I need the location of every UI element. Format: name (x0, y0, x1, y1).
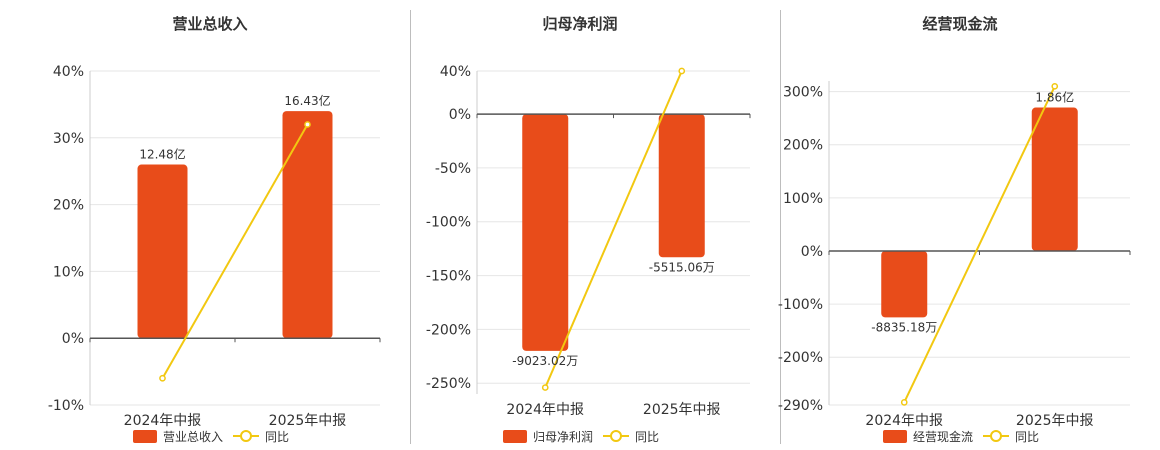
legend-line-marker (990, 430, 1002, 442)
chart-panel-cashflow: 经营现金流 300% 200% 100% 0% -100% -200% -290% -8835.… (778, 0, 1160, 450)
data-label: 12.48亿 (139, 147, 185, 162)
bar (522, 114, 569, 351)
x-tick-label: 2024年中报 (865, 413, 943, 429)
legend-bar-swatch (133, 430, 157, 443)
y-tick-label: -200% (778, 350, 823, 366)
x-tick-label: 2025年中报 (1016, 413, 1094, 429)
y-tick-label: 0% (801, 244, 823, 260)
y-tick-label: -200% (426, 322, 471, 338)
y-tick-label: -10% (48, 398, 84, 414)
yoy-line (903, 85, 1056, 403)
bar (137, 164, 188, 339)
y-tick-label: 0% (62, 331, 84, 347)
yoy-point (541, 384, 549, 391)
bar (881, 250, 928, 318)
y-tick-label: -250% (426, 376, 471, 392)
y-tick-label: 100% (783, 191, 823, 207)
data-label: 16.43亿 (284, 93, 330, 108)
data-label: -9023.02万 (512, 354, 578, 368)
y-tick-label: 300% (783, 85, 823, 101)
chart-title: 归母净利润 (542, 15, 617, 33)
y-tick-label: 40% (440, 64, 471, 80)
yoy-point (304, 121, 311, 128)
x-tick-label: 2024年中报 (124, 413, 202, 429)
legend-line-label: 同比 (635, 430, 659, 444)
y-tick-label: -150% (426, 269, 471, 285)
y-tick-label: 30% (53, 131, 84, 147)
y-tick-label: 40% (53, 64, 84, 80)
legend-bar-swatch (503, 430, 527, 443)
y-tick-label: -100% (778, 297, 823, 313)
legend-line-label: 同比 (265, 430, 289, 444)
yoy-point (900, 398, 908, 406)
cashflow-chart: 经营现金流 300% 200% 100% 0% -100% -200% -290% -8835.… (778, 15, 1131, 444)
x-tick-label: 2025年中报 (269, 413, 347, 429)
bar (658, 114, 705, 258)
legend-line-marker (610, 430, 622, 442)
y-tick-label: -290% (778, 398, 823, 414)
panel-divider (780, 10, 781, 444)
x-tick-label: 2024年中报 (506, 402, 584, 418)
yoy-line (544, 70, 683, 388)
chart-panel-revenue: 营业总收入 40% 30% 20% 10% 0% -10% 12.48亿 16.43亿 2024年… (0, 0, 410, 450)
chart-title: 营业总收入 (172, 15, 247, 33)
yoy-line (161, 123, 309, 379)
chart-title: 经营现金流 (922, 15, 997, 33)
y-tick-label: -50% (435, 161, 471, 177)
y-tick-label: 200% (783, 138, 823, 154)
y-tick-label: 0% (449, 107, 471, 123)
panel-divider (410, 10, 411, 444)
legend-bar-swatch (883, 430, 907, 443)
x-tick-label: 2025年中报 (643, 402, 721, 418)
bar (1031, 107, 1078, 251)
y-tick-label: 20% (53, 198, 84, 214)
legend-line-marker (240, 430, 252, 442)
yoy-point (159, 374, 166, 382)
chart-panel-net-profit: 归母净利润 40% 0% -50% -100% -150% -200% -250% -9023.… (411, 0, 780, 450)
data-label: -5515.06万 (649, 260, 715, 274)
net-profit-chart: 归母净利润 40% 0% -50% -100% -150% -200% -250% -9023.… (426, 15, 751, 444)
data-label: -8835.18万 (871, 320, 937, 334)
legend-bar-label: 营业总收入 (163, 430, 223, 444)
yoy-point (678, 67, 686, 75)
revenue-chart: 营业总收入 40% 30% 20% 10% 0% -10% 12.48亿 16.43亿 2024年… (48, 15, 381, 444)
bar (282, 111, 333, 339)
y-tick-label: 10% (53, 264, 84, 280)
legend-bar-label: 经营现金流 (913, 429, 973, 444)
y-tick-label: -100% (426, 215, 471, 231)
legend-line-label: 同比 (1015, 430, 1039, 444)
data-label: 1.86亿 (1035, 90, 1074, 105)
legend-bar-label: 归母净利润 (533, 430, 593, 444)
yoy-point (1051, 82, 1059, 90)
